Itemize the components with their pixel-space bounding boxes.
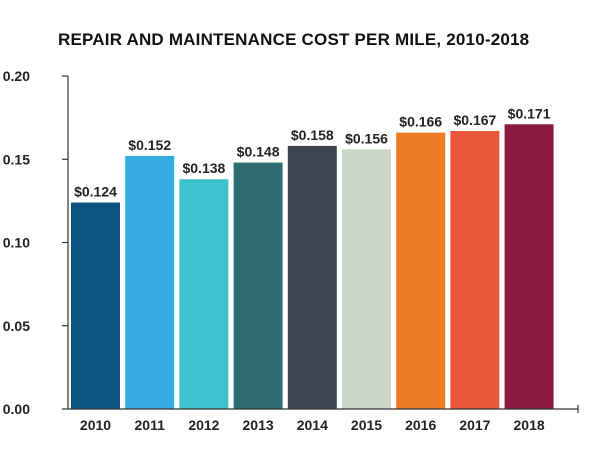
x-tick-label-2011: 2011 bbox=[135, 417, 166, 433]
bar-2013 bbox=[233, 162, 283, 409]
y-tick-label: 0.20 bbox=[3, 68, 30, 84]
x-tick-label-2016: 2016 bbox=[405, 417, 436, 433]
data-label-2011: $0.152 bbox=[128, 137, 171, 153]
y-tick-label: 0.00 bbox=[3, 401, 30, 417]
bar-2016 bbox=[396, 132, 446, 410]
x-tick-label-2012: 2012 bbox=[188, 417, 219, 433]
x-tick-label-2017: 2017 bbox=[459, 417, 490, 433]
data-label-2018: $0.171 bbox=[508, 105, 551, 121]
bar-2017 bbox=[450, 130, 500, 409]
data-label-2015: $0.156 bbox=[345, 130, 388, 146]
data-label-2013: $0.148 bbox=[237, 144, 280, 160]
chart-title: REPAIR AND MAINTENANCE COST PER MILE, 20… bbox=[58, 30, 530, 49]
data-label-2012: $0.138 bbox=[182, 160, 225, 176]
data-label-2017: $0.167 bbox=[453, 112, 496, 128]
bar-2018 bbox=[504, 124, 554, 409]
bar-2014 bbox=[287, 145, 337, 409]
x-tick-label-2014: 2014 bbox=[297, 417, 328, 433]
data-label-2014: $0.158 bbox=[291, 127, 334, 143]
data-label-2010: $0.124 bbox=[74, 184, 117, 200]
y-tick-label: 0.05 bbox=[3, 318, 30, 334]
y-tick-label: 0.10 bbox=[3, 235, 30, 251]
x-tick-label-2018: 2018 bbox=[514, 417, 545, 433]
bar-2010 bbox=[71, 202, 120, 409]
bar-2012 bbox=[179, 179, 229, 409]
data-label-2016: $0.166 bbox=[399, 114, 442, 130]
x-tick-label-2013: 2013 bbox=[243, 417, 274, 433]
y-tick-label: 0.15 bbox=[3, 151, 30, 167]
bar-2011 bbox=[125, 155, 175, 409]
x-tick-label-2015: 2015 bbox=[351, 417, 382, 433]
x-tick-label-2010: 2010 bbox=[80, 417, 111, 433]
bar-2015 bbox=[342, 149, 391, 409]
